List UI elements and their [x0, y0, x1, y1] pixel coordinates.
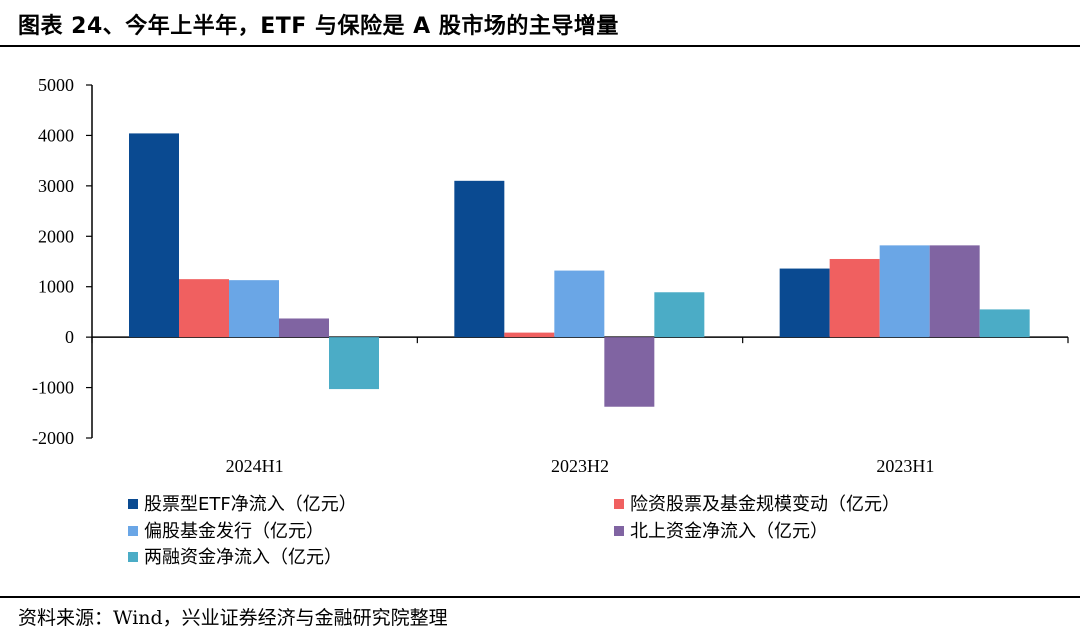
bar-2023H2-series-5 [654, 292, 705, 338]
y-tick-label: -2000 [32, 428, 74, 448]
y-tick-label: 3000 [38, 176, 74, 196]
bar-2023H1-series-1 [779, 268, 830, 338]
legend-label: 两融资金净流入（亿元） [144, 547, 342, 568]
legend-label: 偏股基金发行（亿元） [144, 521, 324, 542]
legend-swatch [128, 499, 138, 509]
bar-2024H1-series-2 [179, 279, 229, 338]
legend-swatch [128, 552, 138, 562]
x-tick-label: 2024H1 [226, 456, 284, 476]
bar-chart: -2000 -1000 0 1000 2000 3000 4000 5000 2024H1 202… [32, 75, 1069, 568]
x-tick-label: 2023H2 [551, 456, 609, 476]
legend-label: 北上资金净流入（亿元） [630, 521, 828, 542]
legend-swatch [614, 526, 624, 536]
x-tick-label: 2023H1 [876, 456, 934, 476]
chart-tick-labels: -2000 -1000 0 1000 2000 3000 4000 5000 2024H1 202… [32, 75, 934, 476]
y-tick-label: 5000 [38, 75, 74, 95]
bar-2023H1-series-3 [879, 245, 930, 338]
chart-legend: 股票型ETF净流入（亿元） 险资股票及基金规模变动（亿元） 偏股基金发行（亿元） 北上… [128, 494, 900, 568]
y-tick-label: 2000 [38, 226, 74, 246]
bar-2023H1-series-2 [829, 258, 880, 338]
chart-title: 图表 24、今年上半年，ETF 与保险是 A 股市场的主导增量 [18, 14, 619, 39]
bar-2024H1-series-3 [229, 280, 279, 338]
legend-label: 险资股票及基金规模变动（亿元） [630, 494, 900, 515]
source-rule [0, 596, 1080, 598]
y-tick-label: 1000 [38, 277, 74, 297]
title-rule [0, 45, 1080, 47]
bar-2023H1-series-5 [979, 309, 1030, 338]
bar-2024H1-series-5 [329, 337, 379, 390]
legend-swatch [128, 526, 138, 536]
bar-2024H1-series-4 [279, 318, 329, 338]
bar-2023H2-series-2 [504, 332, 555, 338]
bar-2024H1-series-1 [129, 133, 179, 338]
bar-2023H2-series-1 [454, 180, 505, 338]
y-tick-label: 4000 [38, 125, 74, 145]
source-note: 资料来源：Wind，兴业证券经济与金融研究院整理 [18, 607, 448, 629]
bar-2023H2-series-4 [604, 337, 655, 407]
chart-bars [129, 133, 1030, 407]
y-tick-label: 0 [65, 327, 74, 347]
legend-label: 股票型ETF净流入（亿元） [144, 494, 357, 515]
y-tick-label: -1000 [32, 378, 74, 398]
legend-swatch [614, 499, 624, 509]
bar-2023H2-series-3 [554, 270, 605, 338]
bar-2023H1-series-4 [929, 245, 980, 338]
